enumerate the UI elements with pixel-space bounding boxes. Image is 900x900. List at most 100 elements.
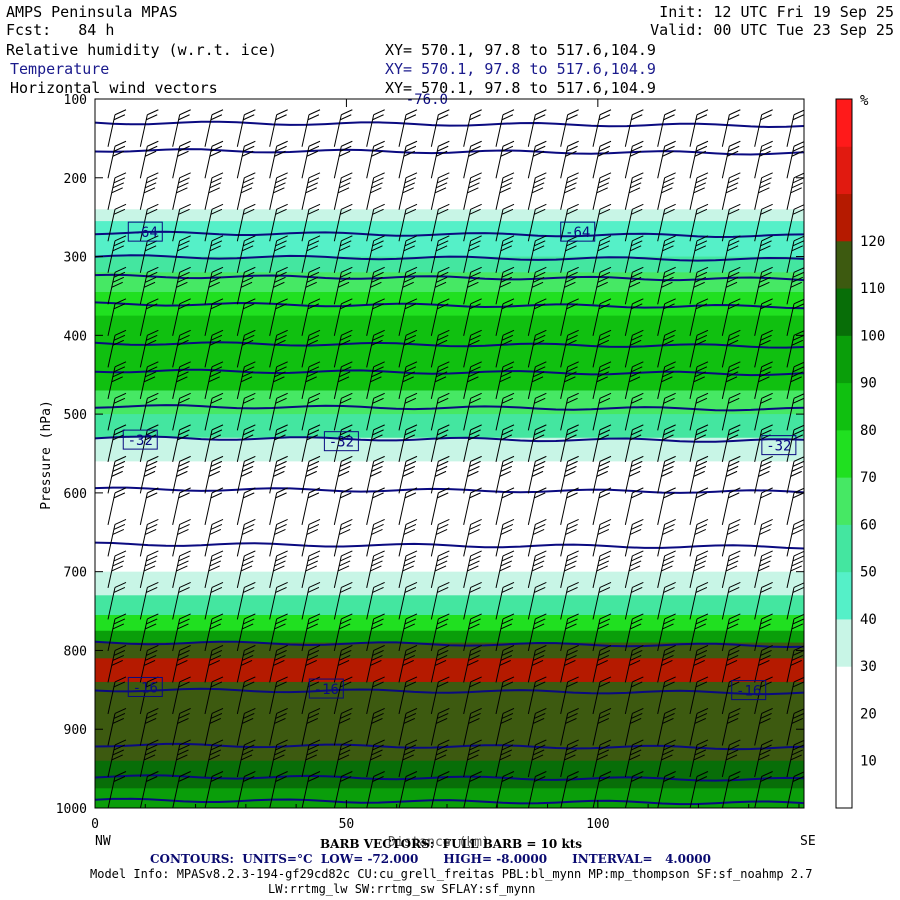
barb-staff [527,366,536,399]
barb-staff [333,618,342,652]
barb-feather [373,235,385,242]
barb-feather [211,676,224,683]
colorbar-label: 100 [860,328,885,344]
barb-staff [495,303,504,336]
barb-feather [341,708,353,714]
barb-feather [597,150,610,157]
barb-feather [500,528,513,535]
barb-staff [236,272,245,305]
contour-label-7: -16 [308,678,344,699]
barb-feather [631,145,643,152]
barb-staff [269,524,278,557]
barb-feather [114,644,127,651]
barb-feather [567,392,579,399]
barb-staff [301,303,310,336]
barb-feather [468,560,480,567]
barb-feather [629,560,642,567]
barb-feather [243,649,255,656]
barb-feather [437,460,449,467]
barb-feather [502,424,515,431]
barb-staff [560,650,569,683]
barb-feather [241,182,254,189]
barb-feather [564,470,576,477]
barb-feather [759,182,771,189]
rh-bands [95,99,804,808]
barb-feather [275,271,287,278]
barb-feather [179,109,191,116]
barb-feather [631,429,643,436]
barb-staff [139,209,148,242]
barb-feather [566,334,578,341]
barb-feather [693,470,705,477]
barb-feather [628,376,641,383]
barb-feather [177,371,189,378]
barb-staff [269,398,278,431]
barb-feather [275,303,287,310]
barb-feather [664,676,676,683]
barb-feather [341,172,353,179]
barb-feather [728,649,740,656]
barb-feather [598,303,611,310]
barb-staff [495,618,504,652]
barb-feather [243,271,255,278]
barb-staff [172,492,181,525]
barb-feather [531,754,544,761]
barb-staff [269,461,278,494]
barb-feather [179,581,191,588]
barb-feather [598,145,611,152]
barb-feather [114,739,127,746]
barb-feather [371,654,383,661]
barb-feather [696,172,709,179]
barb-feather [598,618,611,625]
barb-feather [470,140,482,147]
barb-feather [341,109,353,116]
barb-feather [243,492,255,499]
barb-feather [370,565,382,572]
barb-feather [693,281,705,288]
barb-feather [338,528,351,535]
barb-feather [531,187,544,194]
model-info-2: LW:rrtmg_lw SW:rrtmg_sw SFLAY:sf_mynn [268,882,536,896]
barb-feather [372,744,384,751]
barb-feather [793,550,804,557]
barb-feather [761,361,773,368]
barb-feather [793,141,804,147]
barb-staff [366,618,375,652]
barb-staff [366,492,375,525]
barb-feather [371,371,383,378]
barb-staff [527,555,536,589]
barb-staff [754,461,763,494]
barb-feather [276,140,288,147]
barb-staff [269,776,278,808]
barb-feather [628,659,641,666]
barb-feather [146,776,158,782]
barb-feather [144,718,157,724]
barb-staff [463,429,472,462]
barb-feather [661,565,673,572]
y-tick-label: 300 [64,251,87,266]
barb-feather [341,487,353,494]
barb-staff [398,177,407,210]
barb-feather [177,276,189,283]
barb-feather [337,376,350,383]
barb-feather [790,565,802,572]
barb-feather [438,487,450,494]
barb-staff [204,555,213,589]
barb-staff [592,209,601,242]
barb-feather [567,644,579,651]
barb-feather [241,718,254,724]
barb-staff [754,209,763,242]
barb-staff [398,776,407,808]
barb-feather [308,518,321,525]
barb-feather [728,523,740,530]
barb-feather [437,681,449,688]
barb-staff [236,114,245,147]
barb-feather [276,739,288,746]
barb-feather [243,586,255,593]
barb-feather [307,555,320,562]
barb-feather [372,177,384,184]
barb-staff [592,366,601,399]
barb-feather [178,713,190,719]
barb-feather [244,613,256,620]
barb-feather [696,361,709,368]
